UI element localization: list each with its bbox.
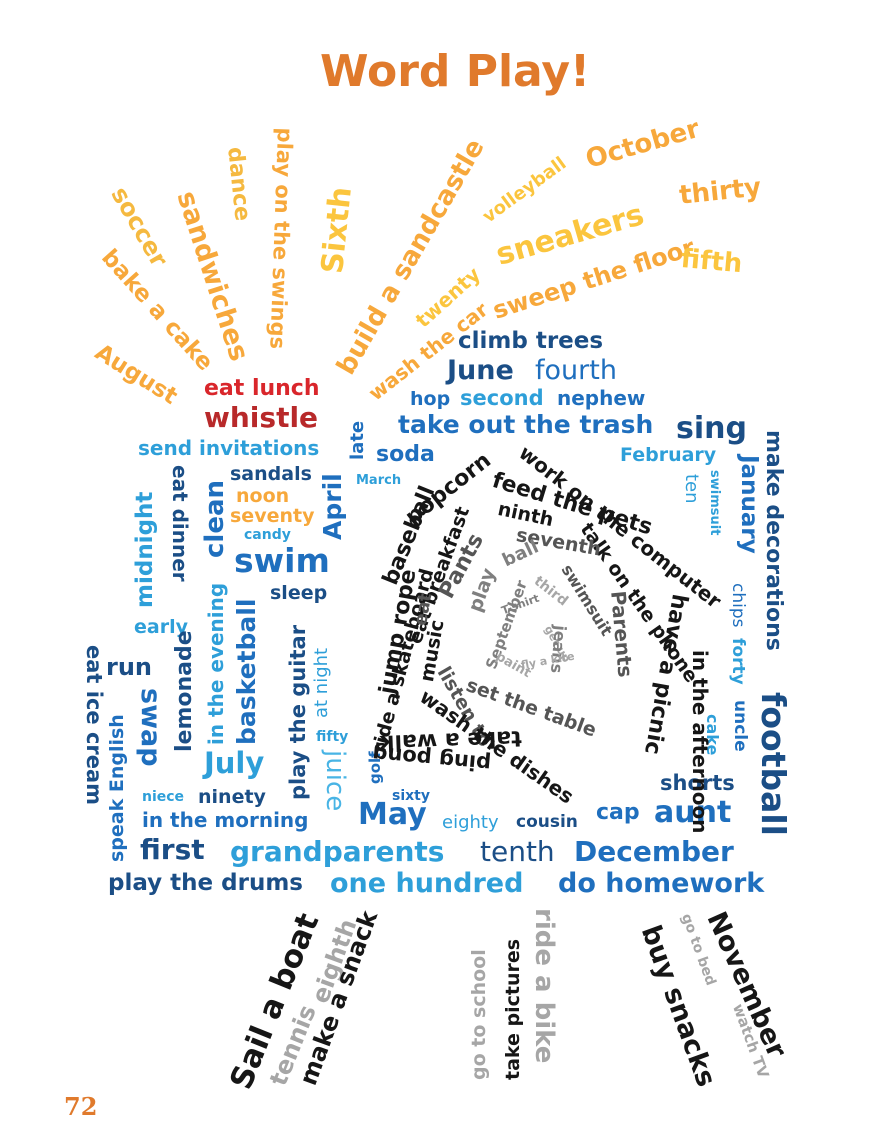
word: February — [620, 444, 717, 466]
word: late — [347, 420, 368, 460]
word: dance — [222, 145, 255, 223]
word: August — [90, 339, 182, 410]
word: volleyball — [478, 152, 571, 228]
word: chips — [728, 583, 748, 628]
word: swap — [135, 688, 166, 767]
word: swimsuit — [707, 470, 722, 536]
word: speak English — [106, 714, 128, 862]
word: soda — [376, 442, 435, 467]
word: sandals — [230, 463, 312, 485]
word: basketball — [232, 598, 261, 745]
word: ten — [681, 474, 702, 504]
word: one hundred — [330, 868, 524, 899]
word: sing — [676, 411, 747, 446]
word: first — [140, 833, 205, 866]
word: December — [574, 835, 734, 868]
word: June — [447, 355, 514, 386]
word: fourth — [535, 355, 617, 386]
word: play the drums — [108, 870, 303, 896]
word: seventy — [230, 505, 315, 527]
word: go to school — [468, 949, 490, 1080]
word: in the evening — [204, 582, 228, 745]
word: nephew — [557, 386, 646, 410]
word: run — [106, 653, 153, 681]
word: at night — [311, 647, 332, 718]
word: Sixth — [315, 185, 359, 276]
word: October — [582, 113, 704, 175]
word: eighty — [442, 812, 499, 833]
word: May — [358, 797, 427, 832]
word: candy — [244, 527, 291, 543]
word: niece — [142, 789, 185, 805]
word: take out the trash — [398, 410, 654, 439]
word: midnight — [132, 491, 158, 608]
word: do homework — [558, 868, 765, 899]
word: July — [204, 746, 265, 780]
word: play the guitar — [286, 624, 310, 800]
word: whistle — [204, 401, 319, 434]
word: ball — [499, 536, 542, 572]
word: cousin — [516, 812, 578, 832]
word: sixty — [392, 788, 430, 804]
word: cap — [596, 800, 640, 825]
word: fifth — [679, 244, 744, 280]
word: ride a bike — [529, 908, 559, 1064]
word: thirty — [677, 172, 763, 211]
word: tenth — [480, 835, 555, 868]
word: juice — [320, 750, 350, 812]
word: shorts — [660, 771, 735, 795]
word: fifty — [316, 729, 349, 745]
word: sleep — [270, 582, 328, 604]
word: ninety — [198, 786, 266, 808]
word: aunt — [654, 795, 732, 830]
word: grandparents — [230, 835, 445, 868]
page-title: Word Play! — [320, 46, 591, 97]
word: second — [460, 386, 544, 410]
word: forty — [728, 638, 748, 685]
word: buy snacks — [634, 921, 722, 1091]
word: in the morning — [142, 808, 309, 832]
word: paint — [493, 649, 534, 682]
word: swim — [234, 541, 330, 580]
word: March — [356, 473, 402, 488]
word: eat lunch — [204, 376, 320, 401]
word: lemonade — [172, 630, 197, 752]
word: April — [318, 473, 347, 540]
word: uncle — [730, 700, 750, 752]
page-number: 72 — [64, 1092, 98, 1121]
word: early — [134, 616, 188, 638]
word: take a walk — [379, 725, 523, 755]
word: hop — [410, 388, 451, 410]
word: play on the swings — [265, 127, 297, 350]
word: football — [754, 692, 793, 836]
word: noon — [236, 485, 290, 507]
word: make decorations — [761, 430, 786, 651]
word: January — [736, 455, 762, 554]
word: send invitations — [138, 436, 320, 460]
word: climb trees — [458, 328, 604, 354]
word: eat dinner — [168, 465, 192, 582]
word: clean — [200, 479, 230, 558]
word: take pictures — [502, 938, 524, 1080]
word: eat ice cream — [82, 645, 106, 806]
